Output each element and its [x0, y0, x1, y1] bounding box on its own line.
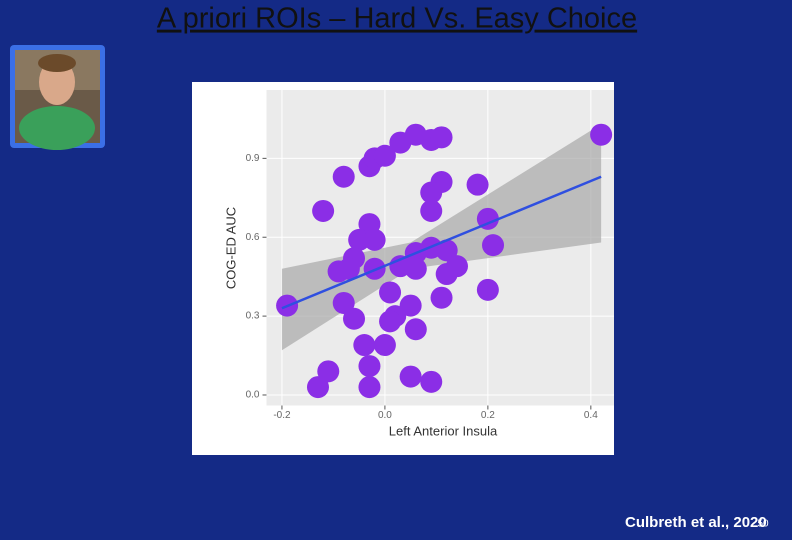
point — [348, 228, 371, 251]
point — [358, 376, 381, 399]
point — [420, 181, 443, 204]
y-tick-label: 0.9 — [246, 153, 260, 164]
x-tick-label: -0.2 — [273, 410, 291, 421]
x-tick-label: 0.0 — [378, 410, 392, 421]
y-tick-label: 0.6 — [246, 232, 260, 243]
point — [306, 376, 329, 399]
point — [476, 278, 499, 301]
y-tick-label: 0.3 — [246, 311, 260, 322]
point — [353, 334, 376, 357]
point — [358, 355, 381, 378]
y-axis-label: COG-ED AUC — [223, 207, 238, 289]
point — [317, 360, 340, 383]
point — [590, 123, 613, 146]
point — [332, 291, 355, 314]
point — [373, 144, 396, 167]
point — [312, 199, 335, 222]
point — [482, 234, 505, 257]
point — [337, 257, 360, 280]
point — [332, 165, 355, 188]
point — [404, 257, 427, 280]
point — [404, 318, 427, 341]
point — [379, 281, 402, 304]
point — [379, 310, 402, 333]
photo-hair — [38, 54, 76, 72]
point — [466, 173, 489, 196]
fit-line — [281, 175, 602, 310]
page-number: 50 — [757, 519, 769, 530]
point — [420, 199, 443, 222]
photo-shirt — [19, 106, 95, 150]
x-tick-label: 0.4 — [584, 410, 598, 421]
point — [430, 286, 453, 309]
point — [373, 334, 396, 357]
point — [420, 370, 443, 393]
point — [435, 239, 458, 262]
confidence-band — [281, 124, 602, 351]
point — [363, 228, 386, 251]
slide-title: A priori ROIs – Hard Vs. Easy Choice — [157, 3, 637, 35]
point — [399, 365, 422, 388]
point — [399, 294, 422, 317]
x-tick-label: 0.2 — [481, 410, 495, 421]
point — [435, 263, 458, 286]
plot-area: 0.0 0.3 0.6 0.9 -0.2 0.0 0.2 0.4 — [246, 90, 614, 421]
x-axis-label: Left Anterior Insula — [389, 423, 498, 438]
point — [343, 307, 366, 330]
y-tick-label: 0.0 — [246, 390, 260, 401]
point — [430, 126, 453, 149]
citation: Culbreth et al., 2020 — [625, 514, 767, 531]
